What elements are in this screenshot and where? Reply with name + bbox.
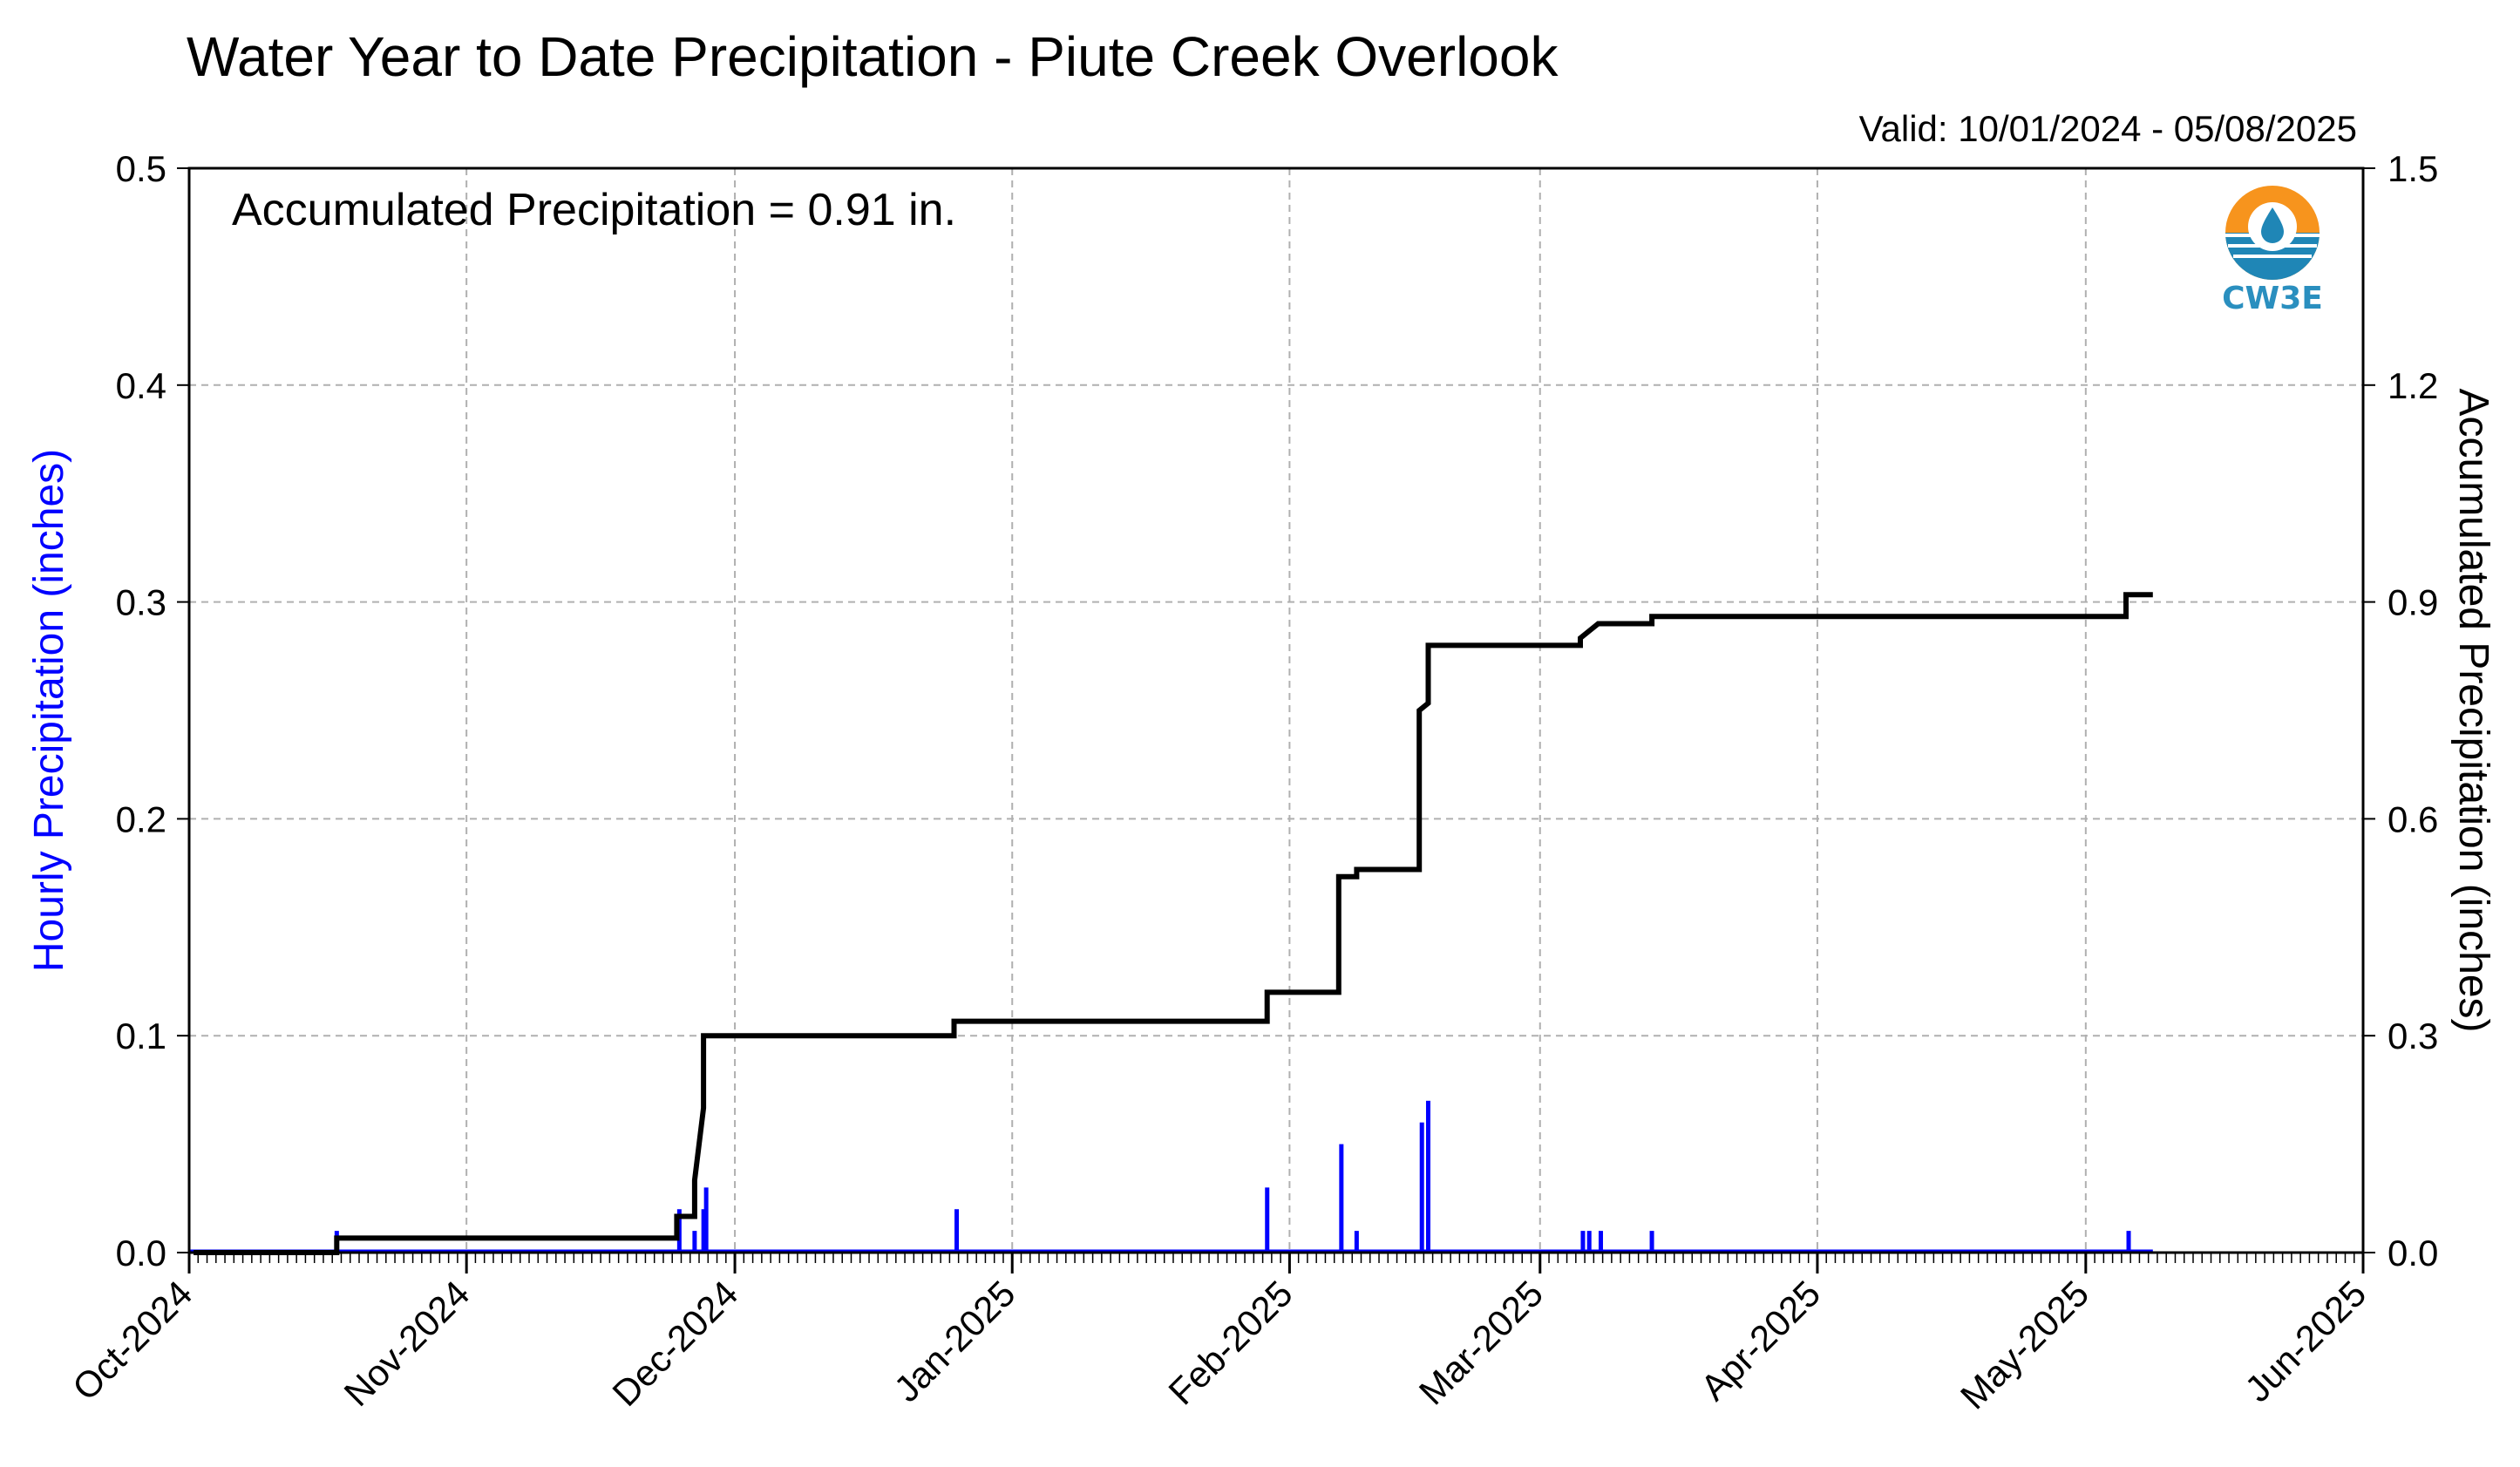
accumulated-line-layer [194,592,2153,1255]
x-tick-label: Mar-2025 [1411,1273,1551,1412]
plot-frame [187,166,2365,1254]
y-axis-right-label: Accumulated Precipitation (inches) [2450,388,2496,1032]
x-tick-label: May-2025 [1953,1273,2096,1416]
x-tick-label: Apr-2025 [1693,1273,1828,1408]
accumulated-annotation: Accumulated Precipitation = 0.91 in. [232,185,956,235]
valid-date-range: Valid: 10/01/2024 - 05/08/2025 [1858,108,2357,149]
hourly-bar [1419,1122,1424,1253]
y-left-tick-label: 0.3 [116,582,166,623]
hourly-bar [1598,1231,1603,1253]
y-axis-left-label: Hourly Precipitation (inches) [26,449,72,972]
hourly-bar [703,1187,709,1253]
x-tick-label: Feb-2025 [1160,1273,1300,1412]
hourly-bar [1649,1231,1654,1253]
hourly-bar [1425,1100,1430,1253]
y-right-tick-label: 1.5 [2388,148,2438,189]
hourly-bars [189,1100,2153,1253]
x-tick-label: Nov-2024 [336,1273,478,1414]
axes-layer: 0.0 0.0 0.1 0.3 0.2 0.6 0.3 0.9 0.4 1.2 0.5 1.5 Oct-… [65,148,2438,1416]
y-right-tick-label: 1.2 [2388,365,2438,406]
y-left-tick-label: 0.0 [116,1233,166,1273]
hourly-bar [2126,1231,2131,1253]
y-right-tick-label: 0.3 [2388,1015,2438,1056]
hourly-bar [692,1231,697,1253]
y-right-tick-label: 0.6 [2388,798,2438,839]
x-tick-label: Dec-2024 [604,1273,745,1414]
hourly-bar [954,1209,960,1253]
logo-text: CW3E [2222,281,2323,316]
chart-title: Water Year to Date Precipitation - Piute… [187,25,1559,88]
accumulated-line [194,592,2153,1255]
y-left-tick-label: 0.1 [116,1015,166,1056]
y-left-tick-label: 0.2 [116,798,166,839]
y-right-tick-label: 0.9 [2388,582,2438,623]
grid-layer [189,168,2363,1253]
hourly-bar [1586,1231,1592,1253]
hourly-bar [1265,1187,1270,1253]
y-left-tick-label: 0.4 [116,365,166,406]
hourly-bar [1580,1231,1586,1253]
hourly-bar [1354,1231,1359,1253]
x-tick-label: Oct-2024 [65,1273,200,1408]
x-tick-label: Jun-2025 [2237,1273,2374,1409]
y-left-tick-label: 0.5 [116,148,166,189]
cw3e-logo-icon [2225,186,2320,280]
hourly-bar [1339,1144,1344,1253]
x-tick-label: Jan-2025 [886,1273,1023,1409]
hourly-bar [701,1209,706,1253]
y-right-tick-label: 0.0 [2388,1233,2438,1273]
